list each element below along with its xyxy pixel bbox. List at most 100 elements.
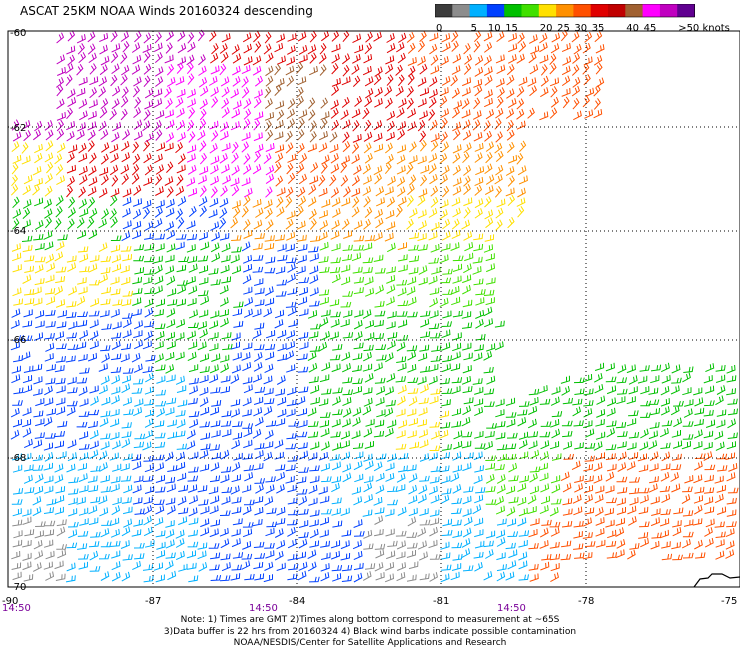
wind-barb [329,174,337,187]
wind-barb [529,472,538,483]
wind-barb [164,109,174,119]
wind-barb [417,527,427,537]
wind-barb [88,505,98,515]
wind-barb [254,386,266,394]
wind-barb [35,418,45,427]
wind-barb [188,341,198,350]
wind-barb [506,64,515,76]
wind-barb [342,131,350,143]
wind-barb [463,43,471,55]
wind-barb [704,400,715,407]
wind-barb [166,230,176,240]
wind-barb [233,301,244,308]
wind-barb [153,499,165,505]
wind-barb [309,576,320,583]
wind-barb [341,53,351,65]
wind-barb [244,297,254,307]
wind-barb [451,408,461,417]
wind-barb [428,452,438,461]
wind-barb [242,522,254,528]
wind-barb [122,208,131,218]
wind-barb [429,421,441,428]
wind-barb [199,205,207,217]
wind-barb [210,155,220,165]
wind-barb [165,42,173,54]
wind-barb [232,53,242,64]
wind-barb [143,207,151,220]
wind-barb [253,561,264,570]
wind-barb [68,196,76,209]
wind-barb [516,98,525,110]
wind-barb [23,474,33,484]
wind-barb [528,563,539,571]
wind-barb [121,276,131,286]
wind-barb [651,532,662,539]
wind-barb [32,129,42,141]
wind-barb [496,64,506,75]
wind-barb [430,465,441,473]
wind-barb [54,430,65,438]
wind-barb [694,407,705,415]
wind-barb [165,529,175,539]
wind-barb [288,421,300,427]
wind-barb [44,241,54,251]
wind-barb [68,508,78,517]
wind-barb [519,475,529,483]
wind-barb [154,52,163,63]
wind-barb [22,508,32,517]
wind-barb [287,172,296,184]
wind-barb [254,111,264,121]
wind-barb [122,41,130,53]
wind-barb [364,153,373,164]
wind-barb [167,299,178,306]
wind-barb [77,319,88,328]
wind-barb [562,430,573,438]
wind-barb [309,274,319,285]
wind-barb [320,117,328,130]
wind-barb [242,274,252,285]
wind-barb [495,219,503,231]
wind-barb [266,507,277,515]
wind-barb [583,56,593,66]
wind-barb [241,206,249,218]
wind-barb [572,406,581,417]
wind-barb [595,431,606,440]
wind-barb [120,164,130,175]
wind-barb [539,431,551,438]
wind-barb [45,274,55,283]
wind-barb [485,141,495,152]
wind-barb [715,441,725,451]
wind-barb [67,521,79,528]
wind-barb [494,464,505,471]
wind-barb [429,572,438,582]
wind-barb [684,399,694,407]
wind-barb [220,553,231,561]
wind-barb [243,219,251,231]
wind-barb [309,300,320,307]
wind-barb [231,246,242,253]
wind-barb [594,494,604,504]
wind-barb [373,74,382,86]
wind-barb [452,451,462,461]
wind-barb [175,550,185,561]
wind-barb [331,53,340,64]
wind-barb [153,454,165,461]
wind-barb [342,389,353,396]
wind-barb [430,65,440,75]
wind-barb [66,152,75,163]
wind-barb [155,164,164,175]
wind-barb [298,277,310,284]
wind-barb [309,120,317,132]
note-line-2: 3)Data buffer is 22 hrs from 20160324 4)… [163,627,577,637]
wind-barb [430,221,440,231]
wind-barb [176,298,186,307]
wind-barb [441,75,451,86]
wind-barb [407,350,417,361]
wind-barb [100,345,111,352]
wind-barb [507,531,519,537]
wind-barb [540,495,551,505]
wind-barb [197,485,208,493]
wind-barb [364,320,375,329]
wind-barb [46,408,56,416]
wind-barb [100,410,111,418]
